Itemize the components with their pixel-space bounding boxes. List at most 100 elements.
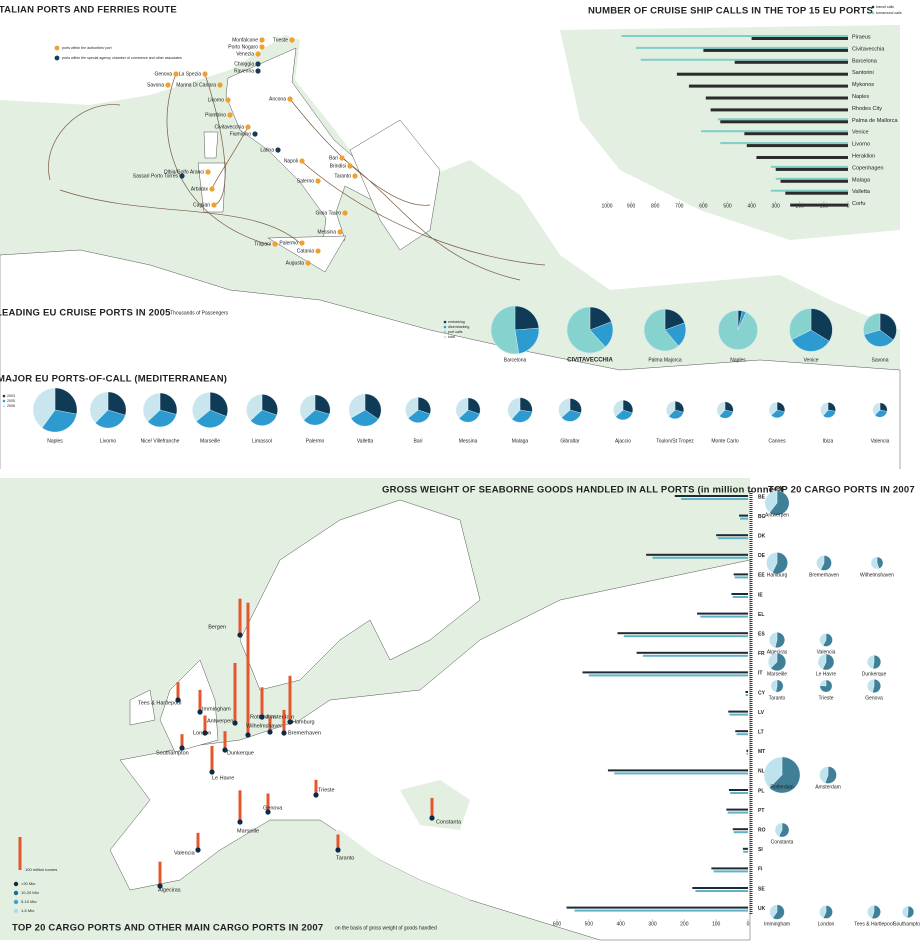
bar — [674, 495, 748, 497]
port-dot — [287, 96, 293, 102]
port-dot — [259, 714, 265, 720]
x-tick-label: 0 — [847, 203, 850, 209]
port-label: Bergen — [208, 624, 226, 630]
port-dot — [237, 819, 243, 825]
pie-slice — [209, 392, 228, 417]
legend-swatch — [443, 330, 447, 334]
y-tick-label: MT — [758, 749, 765, 755]
port-label: Ancona — [269, 96, 286, 102]
bar — [710, 108, 848, 112]
bar — [746, 144, 848, 148]
port-dot — [255, 61, 261, 67]
pie-slice — [820, 402, 829, 417]
pie-slice — [299, 394, 316, 421]
port-dot — [211, 202, 217, 208]
bar — [732, 828, 748, 831]
pie-slice — [872, 679, 881, 693]
pie-slice — [902, 906, 909, 918]
bar — [727, 811, 748, 814]
pie-slice — [822, 633, 833, 647]
legend-dot — [13, 881, 19, 887]
bar — [617, 632, 748, 635]
port-dot — [255, 68, 261, 74]
bar — [739, 514, 748, 517]
pie-slice — [906, 906, 914, 918]
tonnage-bar — [203, 715, 207, 733]
pie-slice — [350, 409, 379, 427]
pie-slice — [870, 556, 880, 570]
tonnage-bar — [233, 662, 237, 723]
y-tick-label: IT — [758, 671, 762, 677]
port-dot — [347, 163, 353, 169]
port-dot — [429, 815, 435, 821]
port-label: Palermo — [279, 240, 298, 246]
legend-label: 5-10 Mio — [21, 899, 37, 904]
pie-slice — [823, 905, 833, 919]
legend-swatch — [443, 335, 447, 339]
pie-slice — [417, 397, 431, 415]
port-dot — [255, 51, 261, 57]
pie-total — [643, 308, 687, 352]
pie-label: Ibiza — [823, 438, 834, 444]
pie-slice — [872, 402, 881, 416]
pie-slice — [405, 397, 419, 419]
port-dot — [272, 241, 278, 247]
pie-label: Amsterdam — [815, 784, 841, 790]
pie-label: Bremerhaven — [809, 572, 839, 578]
tonnage-bar — [238, 598, 242, 635]
port-label: Trieste — [273, 37, 288, 43]
port-label: Olbia/Golfo Aranci — [164, 169, 204, 175]
bar — [775, 177, 848, 180]
bar — [735, 730, 748, 733]
tonnage-bar — [238, 790, 242, 822]
pie-slice — [261, 394, 278, 416]
port-label: Constanta — [436, 819, 462, 825]
pie-slice — [89, 391, 109, 424]
pie-label: Gibraltar — [560, 438, 580, 444]
pie-slice — [769, 632, 778, 648]
pie-label: Toulon/St Tropez — [656, 438, 694, 444]
bar — [642, 654, 748, 657]
port-dot — [335, 847, 341, 853]
x-tick-label: 100 — [712, 921, 721, 927]
bar — [697, 612, 748, 615]
bar — [746, 749, 748, 752]
port-label: Genova — [154, 71, 172, 77]
bar — [744, 132, 848, 136]
legend-label: ports within the authorities' port — [62, 46, 112, 50]
port-dot — [175, 697, 181, 703]
y-tick-label: Civitavecchia — [852, 46, 885, 52]
pie-slice — [716, 401, 726, 417]
bar — [732, 596, 748, 598]
pie-label: Constanta — [771, 839, 794, 845]
pie-label: Southampton — [893, 921, 920, 927]
bar — [745, 694, 748, 696]
x-tick-label: 0 — [747, 921, 750, 927]
port-label: Salerno — [297, 178, 314, 184]
port-label: Marina Di Carrara — [176, 82, 216, 88]
pie-slice — [507, 397, 521, 420]
pie-slice — [196, 409, 227, 428]
pie-slice — [867, 655, 875, 669]
y-tick-label: Livorno — [852, 142, 870, 148]
port-label: Ravenna — [234, 68, 254, 74]
bar — [692, 887, 748, 889]
legend-swatch — [443, 325, 447, 329]
port-label: Antwerpen — [207, 718, 233, 724]
port-label: Tees & Hartlepool — [138, 700, 181, 706]
legend-label: ports within the special agency chamber … — [62, 56, 182, 60]
pie-total — [863, 313, 897, 347]
bar — [681, 498, 748, 500]
pie-label: Valencia — [871, 438, 890, 444]
y-tick-label: NL — [758, 769, 765, 775]
port-dot — [209, 186, 215, 192]
pie-slice — [142, 392, 161, 422]
tonnage-bar — [288, 675, 292, 722]
tonnage-bar — [210, 745, 214, 772]
port-label: Cagliari — [193, 202, 210, 208]
tonnage-bar — [336, 834, 340, 850]
legend-dot — [13, 908, 19, 914]
chart-title: MAJOR EU PORTS-OF-CALL (MEDITERRANEAN) — [0, 374, 227, 385]
tonnage-bar — [314, 779, 318, 795]
bar — [717, 537, 748, 540]
